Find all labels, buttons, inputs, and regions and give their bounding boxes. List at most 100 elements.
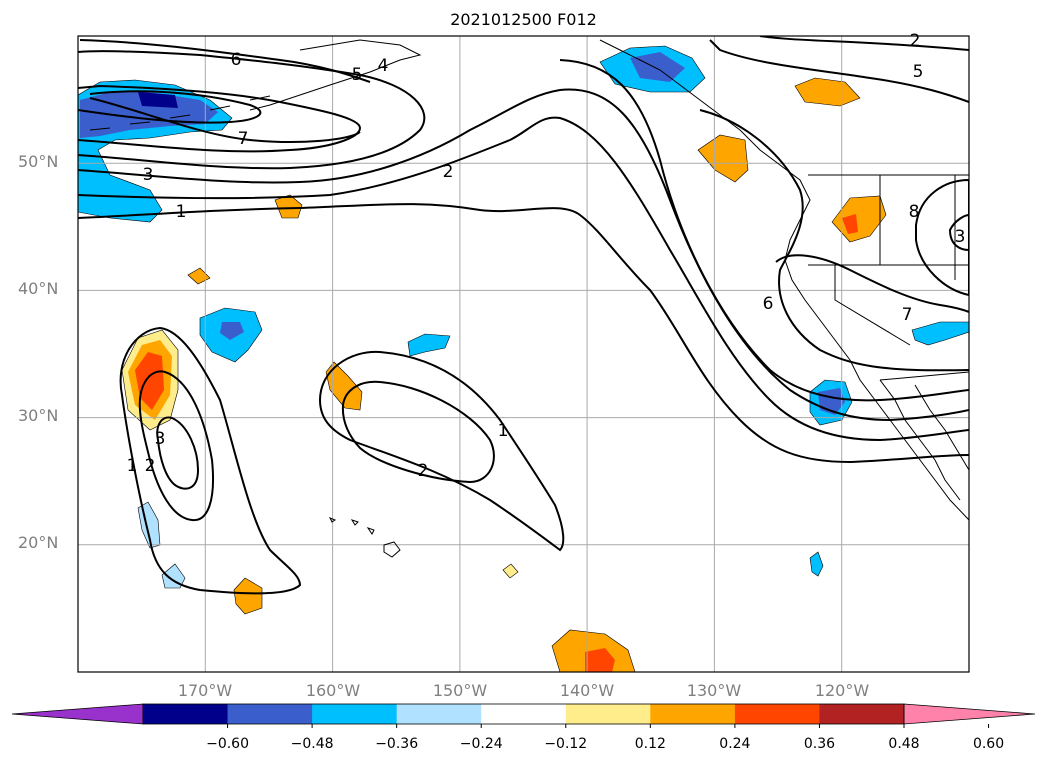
contour-4: [78, 50, 426, 170]
shade-negative-alaska-core: [630, 52, 685, 82]
contour-7: [89, 97, 361, 144]
colorbar-tick-label: −0.48: [290, 736, 334, 752]
colorbar-segment: [396, 704, 482, 724]
contours: [78, 36, 969, 595]
colorbar-tick-label: 0.24: [719, 736, 751, 752]
island-hawaii-big: [383, 541, 401, 558]
graticule: [78, 36, 969, 672]
lon-label-160w: 160°W: [305, 681, 361, 700]
contour-upper-6: [79, 39, 371, 83]
shade-positive-small1: [187, 267, 211, 285]
colorbar-segment: [143, 704, 229, 724]
shade-negative-sw: [911, 321, 969, 346]
contour-label: 2: [909, 31, 921, 51]
contour-label: 3: [154, 429, 166, 449]
shade-positive-sw-pacific-core: [135, 352, 164, 410]
contour-label: 4: [377, 56, 389, 76]
map-plot-area: [78, 36, 969, 672]
contour-sw-1: [119, 326, 302, 595]
contour-label: 8: [908, 202, 920, 222]
colorbar-segment: [734, 704, 820, 724]
contour-label: 1: [126, 456, 138, 476]
colorbar-extend-high: [903, 703, 1036, 725]
contour-label: 2: [417, 461, 429, 481]
colorbar-tick-label: −0.12: [544, 736, 588, 752]
shade-positive-idaho: [831, 195, 887, 243]
colorbar-segment: [565, 704, 651, 724]
shade-positive-n-pacific: [274, 194, 303, 219]
contour-label: 3: [954, 227, 966, 247]
colorbar-segment: [650, 704, 736, 724]
colorbar-tick-label: 0.12: [634, 736, 666, 752]
colorbar-segment: [819, 704, 905, 724]
shade-positive-tiny: [502, 563, 519, 579]
lon-label-150w: 150°W: [432, 681, 488, 700]
border-mexico: [879, 371, 969, 381]
coast-alaska: [249, 39, 422, 111]
shade-positive-bc: [697, 134, 749, 183]
lat-label-30: 30°N: [18, 406, 59, 425]
coastlines: [89, 39, 969, 558]
contour-label: 7: [901, 305, 913, 325]
lat-label-40: 40°N: [18, 279, 59, 298]
shade-positive-se-core: [585, 648, 615, 672]
contour-4b: [559, 59, 969, 402]
colorbar-tick-label: 0.60: [972, 736, 1005, 752]
colorbar-segment: [227, 704, 313, 724]
shade-positive-idaho-core: [842, 214, 858, 234]
contour-sw-3: [156, 416, 200, 490]
contour-ca-8b: [948, 213, 969, 252]
map-title: 2021012500 F012: [450, 10, 597, 29]
coast-alaska-panhandle: [599, 39, 969, 521]
contour-label: 2: [144, 456, 156, 476]
contour-sw-2: [138, 370, 214, 522]
colorbar-tick-label: −0.24: [459, 736, 503, 752]
contour-ne-5: [709, 39, 969, 103]
shade-negative-central-core: [220, 322, 244, 340]
lon-label-140w: 140°W: [559, 681, 615, 700]
contour-label: 3: [142, 165, 154, 185]
lon-label-170w: 170°W: [177, 681, 233, 700]
colorbar-extend-low: [11, 703, 144, 725]
contour-ca-7: [775, 254, 969, 313]
coast-aleutians: [89, 95, 271, 131]
contour-label: 5: [912, 62, 924, 82]
contour-ca-6: [699, 109, 969, 372]
contour-6: [78, 90, 262, 124]
lat-label-50: 50°N: [18, 152, 59, 171]
island-hawaii-3: [366, 527, 375, 535]
contour-label: 1: [175, 202, 187, 222]
contour-5: [78, 84, 362, 153]
island-hawaii-1: [328, 517, 337, 523]
contour-label: 1: [497, 421, 509, 441]
contour-label: 6: [762, 294, 774, 314]
shade-positive-yukon: [794, 77, 861, 107]
colorbar: [11, 703, 1036, 728]
colorbar-tick-label: −0.60: [206, 736, 249, 752]
colorbar-tick-label: 0.48: [888, 736, 920, 752]
contour-pac-1: [318, 350, 565, 552]
shade-negative-south2: [161, 563, 186, 589]
contour-2: [78, 116, 969, 442]
contour-label: 2: [442, 162, 454, 182]
contour-ca-8: [915, 178, 969, 297]
colorbar-tick-label: −0.36: [375, 736, 419, 752]
contour-label: 7: [237, 129, 249, 149]
map-frame: [77, 35, 970, 673]
colorbar-tick-label: 0.36: [803, 736, 836, 752]
contour-3: [78, 88, 969, 422]
contour-label: 5: [351, 65, 363, 85]
shade-positive-south: [233, 577, 263, 615]
lat-label-20: 20°N: [18, 533, 59, 552]
contour-label: 6: [230, 50, 242, 70]
coast-gulf-ca: [914, 384, 969, 471]
lon-label-130w: 130°W: [686, 681, 742, 700]
shade-negative-south: [137, 501, 161, 549]
shade-negative-nw-deep: [138, 92, 178, 108]
colorbar-segment: [481, 704, 567, 724]
colorbar-segment: [312, 704, 398, 724]
lon-label-120w: 120°W: [814, 681, 870, 700]
contour-pac-2: [341, 380, 495, 484]
contour-ne-6: [759, 36, 969, 51]
